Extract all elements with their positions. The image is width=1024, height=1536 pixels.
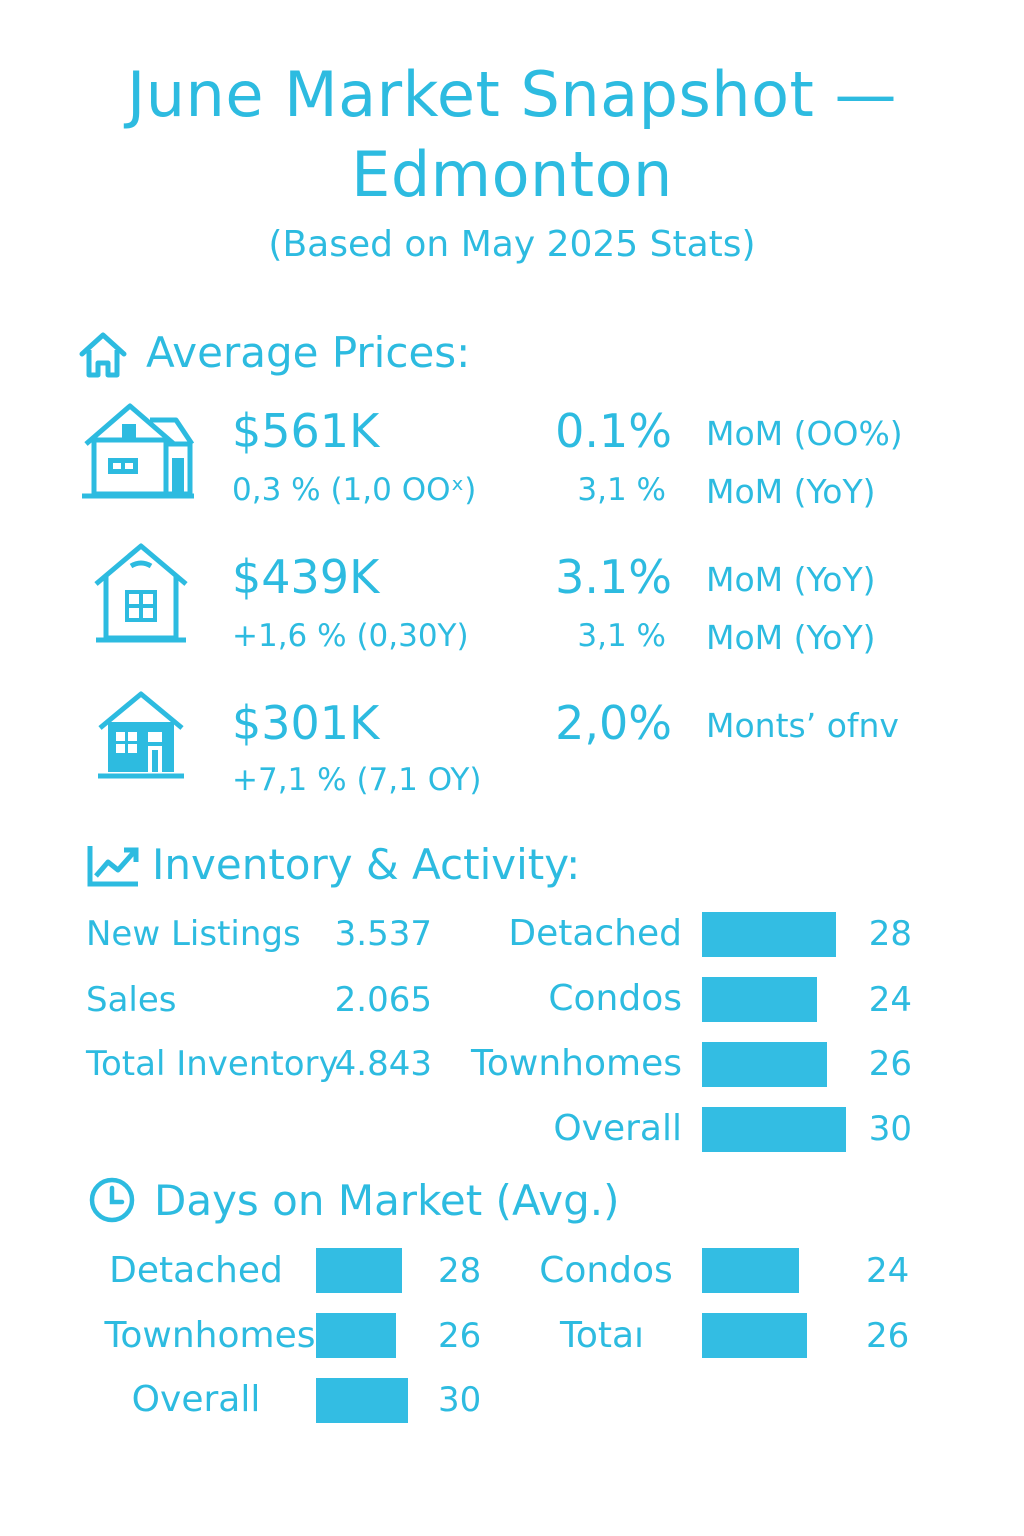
dom-label: Townhomes <box>104 1315 316 1356</box>
dom-bar <box>702 1313 807 1358</box>
inventory-stat-label: Sales <box>86 980 177 1020</box>
dom-bar <box>316 1248 402 1293</box>
inventory-bar-label: Condos <box>548 978 682 1019</box>
dom-value: 24 <box>866 1251 910 1291</box>
clock-icon <box>88 1176 136 1224</box>
dom-bar <box>316 1378 408 1423</box>
inventory-bar-label: Overall <box>553 1108 682 1149</box>
inventory-stat-label: Total Inventory <box>86 1044 339 1084</box>
inventory-bar-label: Townhomes <box>471 1043 682 1084</box>
detached-house-icon <box>80 400 196 502</box>
inventory-bar <box>702 977 817 1022</box>
pct-label-main-condo: Monts’ ofnv <box>706 706 899 745</box>
section-heading-dom: Days on Market (Avg.) <box>154 1176 620 1225</box>
page-title-line-1: June Market Snapshot — <box>126 58 898 131</box>
condo-icon <box>96 688 186 782</box>
dom-value: 30 <box>438 1380 482 1420</box>
inventory-bar-value: 24 <box>868 980 912 1020</box>
price-change-condo: +7,1 % (7,1 OY) <box>232 762 482 798</box>
inventory-bar <box>702 1107 846 1152</box>
page-title-line-2: Edmonton <box>351 138 673 211</box>
dom-bar <box>702 1248 799 1293</box>
dom-value: 28 <box>438 1251 482 1291</box>
inventory-stat-value: 2.065 <box>334 980 432 1020</box>
page-subtitle: (Based on May 2025 Stats) <box>268 224 756 265</box>
pct-label-main-townhome: MoM (YoY) <box>706 560 876 599</box>
inventory-bar-value: 26 <box>868 1044 912 1084</box>
inventory-bar-label: Detached <box>508 913 682 954</box>
section-heading-inventory: Inventory & Activity: <box>152 840 581 889</box>
pct-sub-townhome: 3,1 % <box>577 618 666 654</box>
price-change-townhome: +1,6 % (0,30Y) <box>232 618 469 654</box>
price-change-detached: 0,3 % (1,0 OOˣ) <box>232 472 477 508</box>
pct-sub-detached: 3,1 % <box>577 472 666 508</box>
dom-label: Totaı <box>559 1315 645 1356</box>
price-condo: $301K <box>232 696 380 750</box>
pct-main-condo: 2,0% <box>555 696 672 750</box>
inventory-stat-value: 3.537 <box>334 914 432 954</box>
inventory-bar <box>702 912 836 957</box>
pct-main-townhome: 3.1% <box>555 550 672 604</box>
inventory-bar-value: 28 <box>868 914 912 954</box>
price-townhome: $439K <box>232 550 380 604</box>
dom-label: Condos <box>539 1250 673 1291</box>
inventory-stat-value: 4.843 <box>334 1044 432 1084</box>
pct-label-main-detached: MoM (OO%) <box>706 414 903 453</box>
section-heading-prices: Average Prices: <box>146 328 471 377</box>
dom-value: 26 <box>866 1316 910 1356</box>
price-detached: $561K <box>232 404 380 458</box>
pct-label-sub-detached: MoM (YoY) <box>706 472 876 511</box>
inventory-bar <box>702 1042 827 1087</box>
dom-bar <box>316 1313 396 1358</box>
townhome-icon <box>92 540 190 646</box>
inventory-stat-label: New Listings <box>86 914 301 954</box>
pct-label-sub-townhome: MoM (YoY) <box>706 618 876 657</box>
dom-value: 26 <box>438 1316 482 1356</box>
dom-label: Detached <box>109 1250 283 1291</box>
inventory-bar-value: 30 <box>868 1109 912 1149</box>
pct-main-detached: 0.1% <box>555 404 672 458</box>
dom-label: Overall <box>131 1379 261 1420</box>
trend-chart-icon <box>86 844 140 888</box>
house-icon <box>78 330 128 380</box>
